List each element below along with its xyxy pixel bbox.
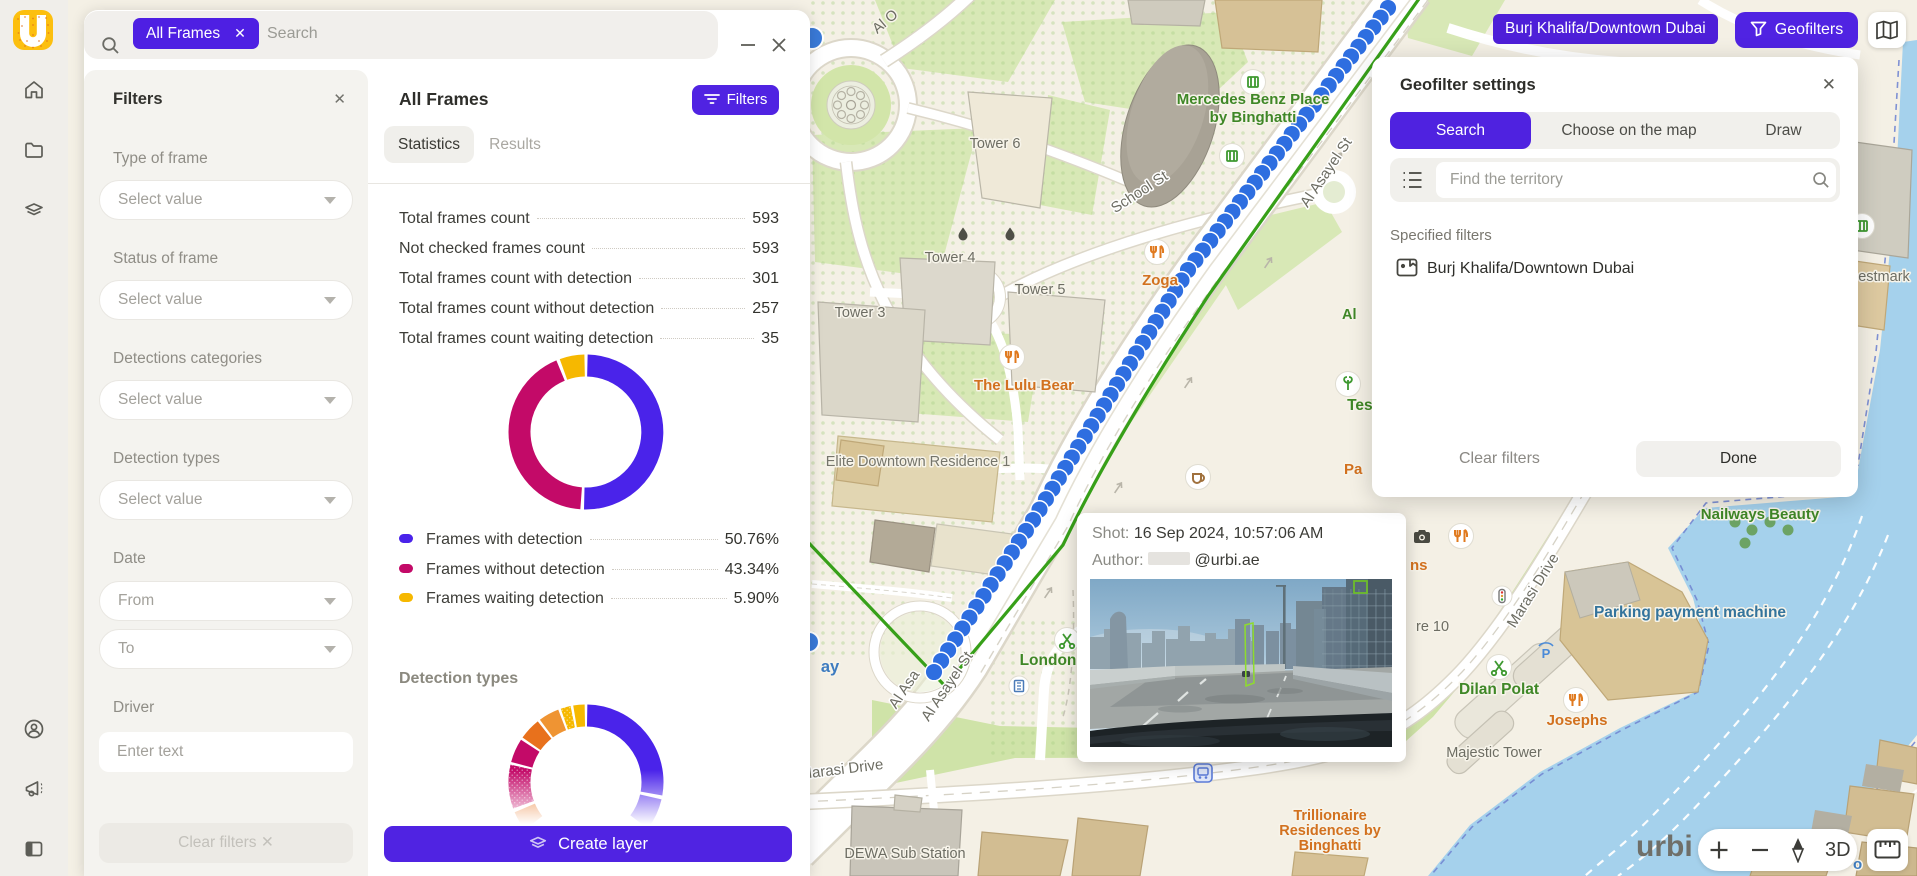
- svg-text:Tesl: Tesl: [1347, 397, 1377, 414]
- svg-text:Dilan Polat: Dilan Polat: [1459, 681, 1539, 698]
- svg-text:Residences by: Residences by: [1279, 823, 1381, 839]
- svg-text:Pa: Pa: [1344, 461, 1363, 478]
- svg-text:Majestic Tower: Majestic Tower: [1446, 745, 1542, 761]
- svg-text:ay: ay: [821, 658, 840, 676]
- svg-text:London: London: [1020, 652, 1077, 669]
- svg-text:The Lulu Bear: The Lulu Bear: [974, 377, 1074, 394]
- svg-text:Elite Downtown Residence 1: Elite Downtown Residence 1: [826, 454, 1011, 470]
- svg-text:DEWA Sub Station: DEWA Sub Station: [844, 846, 965, 862]
- svg-text:estmark: estmark: [1858, 269, 1910, 285]
- svg-text:P: P: [1542, 646, 1551, 661]
- svg-text:Zoga: Zoga: [1142, 272, 1178, 289]
- svg-text:Tower 3: Tower 3: [835, 305, 886, 321]
- svg-text:by Binghatti: by Binghatti: [1210, 109, 1297, 126]
- svg-text:Trillionaire: Trillionaire: [1293, 808, 1366, 824]
- svg-text:ns: ns: [1410, 557, 1428, 574]
- svg-text:re 10: re 10: [1416, 619, 1449, 635]
- svg-text:Tower 5: Tower 5: [1015, 282, 1066, 298]
- svg-text:Binghatti: Binghatti: [1299, 838, 1362, 854]
- svg-text:Mercedes Benz Place: Mercedes Benz Place: [1177, 91, 1330, 108]
- svg-text:Al: Al: [1342, 307, 1357, 323]
- svg-text:Nailways Beauty: Nailways Beauty: [1701, 506, 1820, 523]
- svg-text:Parking payment machine: Parking payment machine: [1594, 604, 1786, 621]
- svg-text:Tower 4: Tower 4: [925, 250, 976, 266]
- svg-text:Tower 6: Tower 6: [970, 136, 1021, 152]
- svg-text:Josephs: Josephs: [1547, 712, 1608, 729]
